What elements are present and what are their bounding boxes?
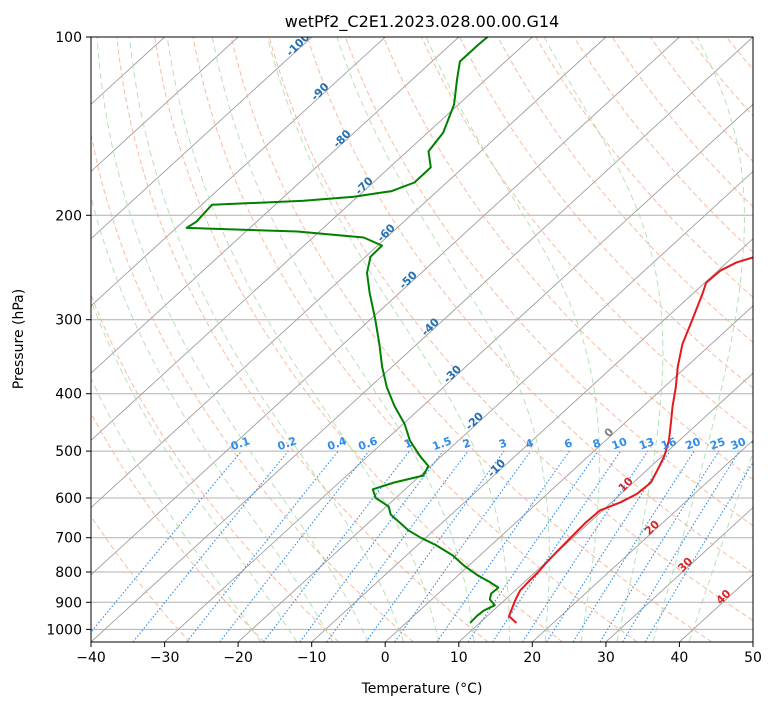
mixing-ratio-label: 25: [708, 435, 727, 452]
moist-adiabat-line: [91, 298, 298, 642]
dry-adiabat-line: [306, 37, 753, 574]
moist-adiabat-line: [96, 37, 369, 642]
mixing-ratio-line: [572, 450, 695, 642]
isotherm-line: [91, 37, 607, 509]
mixing-ratio-label: 30: [729, 435, 748, 453]
moist-adiabat-line: [91, 194, 334, 642]
temperature-profile-line: [508, 256, 753, 624]
mixing-ratio-label: 3: [497, 436, 509, 451]
y-tick-label: 300: [55, 313, 82, 329]
dry-adiabat-line: [116, 37, 489, 642]
x-tick-label: 40: [670, 650, 688, 666]
mixing-ratio-label: 10: [610, 435, 629, 453]
isotherm-line: [91, 37, 460, 374]
isotherm-line: [458, 372, 753, 642]
x-tick-label: 10: [450, 650, 468, 666]
dry-adiabat-line: [383, 37, 753, 481]
mixing-ratio-label: 0.2: [276, 434, 299, 453]
dry-adiabat-line: [230, 37, 713, 642]
isotherm-line: [91, 37, 386, 307]
x-tick-label: 50: [744, 650, 762, 666]
isotherm-line: [91, 37, 313, 240]
isotherm-line: [164, 103, 753, 642]
mixing-ratio-line: [299, 450, 444, 642]
x-axis-label: Temperature (°C): [361, 681, 483, 697]
dry-adiabat-line: [535, 37, 753, 298]
mixing-ratio-line: [365, 450, 505, 642]
mixing-ratio-label: 1.5: [431, 434, 454, 453]
mixing-ratio-line: [132, 450, 289, 642]
mixing-ratio-label: 13: [637, 435, 656, 452]
y-tick-label: 200: [55, 208, 82, 224]
mixing-ratio-label: 0.6: [356, 434, 379, 453]
y-tick-label: 1000: [46, 622, 82, 638]
chart-title: wetPf2_C2E1.2023.028.00.00.G14: [285, 12, 559, 32]
dry-adiabat-line: [268, 37, 753, 622]
mixing-ratio-label: 36: [749, 435, 768, 453]
mixing-ratio-label: 0.1: [229, 434, 252, 453]
isotherm-line: [605, 506, 753, 642]
mixing-ratio-label: 16: [659, 435, 678, 453]
dry-adiabat-line: [497, 37, 753, 344]
moist-adiabat-line: [425, 37, 600, 642]
dry-adiabat-line: [344, 37, 753, 527]
dry-adiabat-line: [91, 131, 414, 642]
x-tick-label: −10: [297, 650, 327, 666]
dry-adiabat-line: [649, 37, 753, 163]
x-tick-label: −20: [223, 650, 253, 666]
y-tick-label: 700: [55, 531, 82, 547]
mixing-ratio-label: 8: [591, 436, 603, 451]
isotherm-line: [91, 37, 680, 576]
y-tick-label: 100: [55, 30, 82, 46]
mixing-ratio-line: [263, 450, 410, 642]
moist-adiabat-line: [267, 37, 511, 642]
mixing-ratio-line: [622, 450, 740, 642]
moist-adiabat-line: [336, 37, 550, 642]
moist-adiabat-line: [129, 37, 405, 642]
x-tick-label: 30: [597, 650, 615, 666]
isotherm-line: [91, 37, 753, 642]
isotherm-line: [384, 305, 753, 642]
moist-adiabat-line: [688, 451, 753, 642]
dewpoint-profile-line: [185, 37, 500, 624]
y-tick-label: 900: [55, 595, 82, 611]
mixing-ratio-label: 4: [524, 436, 536, 451]
dry-adiabat-line: [421, 37, 753, 434]
isotherm-line: [91, 37, 533, 441]
mixing-ratio-line: [91, 450, 242, 633]
x-tick-label: −30: [150, 650, 180, 666]
x-tick-label: −40: [76, 650, 106, 666]
plot-frame: [90, 36, 754, 643]
mixing-ratio-line: [394, 450, 532, 642]
y-tick-label: 500: [55, 444, 82, 460]
moist-adiabat-line: [543, 37, 664, 642]
mixing-ratio-label: 0.4: [326, 434, 349, 453]
chart-lines: [91, 37, 753, 642]
y-tick-label: 800: [55, 565, 82, 581]
mixing-ratio-line: [326, 450, 469, 642]
mixing-ratio-label: 1: [402, 436, 414, 451]
moist-adiabat-line: [166, 37, 440, 642]
dry-adiabat-line: [459, 37, 753, 389]
x-tick-label: 20: [523, 650, 541, 666]
dry-adiabat-line: [91, 515, 191, 642]
isotherm-line: [531, 439, 753, 642]
isotherm-line: [91, 37, 239, 173]
y-tick-label: 400: [55, 387, 82, 403]
mixing-ratio-line: [522, 450, 649, 642]
mixing-ratio-label: 6: [562, 436, 574, 451]
mixing-ratio-label: 2: [461, 436, 473, 451]
axes-ticks: −40 −30 −20 −10 0 10 20 30 40 5010020030040050060…: [46, 30, 762, 666]
dry-adiabat-line: [192, 37, 638, 642]
mixing-ratio-line: [436, 450, 570, 642]
moist-adiabat-line: [652, 37, 746, 642]
moist-adiabat-line: [211, 37, 475, 642]
isotherm-line: [237, 170, 753, 642]
y-tick-label: 600: [55, 491, 82, 507]
y-axis-label: Pressure (hPa): [11, 289, 27, 389]
mixing-ratio-label: 20: [684, 435, 703, 453]
x-tick-label: 0: [381, 650, 390, 666]
dry-adiabat-line: [91, 293, 340, 642]
